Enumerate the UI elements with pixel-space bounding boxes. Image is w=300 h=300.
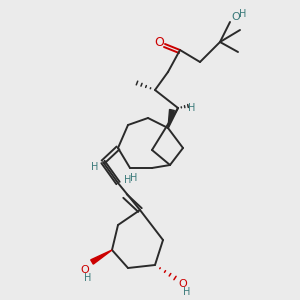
Text: H: H (91, 162, 99, 172)
Text: H: H (188, 103, 196, 113)
Text: H: H (183, 287, 191, 297)
Text: H: H (124, 175, 132, 185)
Polygon shape (91, 250, 112, 264)
Text: H: H (130, 173, 138, 183)
Text: H: H (239, 9, 247, 19)
Text: H: H (84, 273, 92, 283)
Text: O: O (232, 12, 240, 22)
Text: O: O (154, 37, 164, 50)
Text: O: O (178, 279, 188, 289)
Text: O: O (81, 265, 89, 275)
Polygon shape (168, 110, 174, 128)
